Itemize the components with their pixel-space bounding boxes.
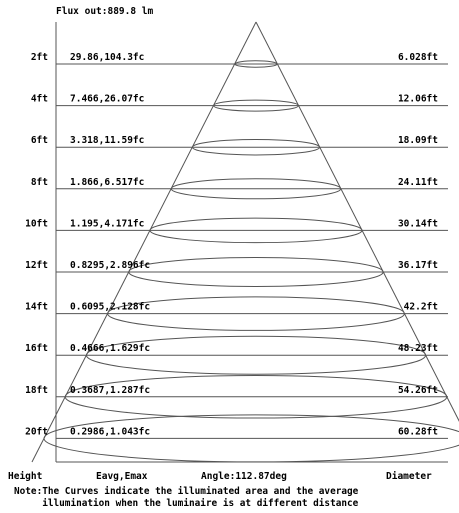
diameter-label: 18.09ft (398, 135, 438, 146)
height-label: 6ft (31, 135, 48, 146)
grid-lines (55, 22, 448, 463)
eavg-emax-header: Eavg,Emax (96, 471, 148, 482)
eavg-emax-label: 0.4666,1.629fc (70, 343, 150, 354)
cone-left-edge (31, 21, 257, 463)
height-header: Height (8, 471, 42, 482)
beam-ellipse (149, 217, 363, 244)
height-label: 12ft (25, 260, 48, 271)
beam-ellipse (64, 375, 448, 419)
height-label: 14ft (25, 302, 48, 313)
beam-ellipse (85, 335, 427, 375)
note-line-2: illumination when the luminaire is at di… (14, 498, 359, 509)
height-label: 18ft (25, 385, 48, 396)
beam-ellipse (191, 138, 321, 156)
eavg-emax-label: 1.866,6.517fc (70, 177, 144, 188)
height-label: 10ft (25, 218, 48, 229)
diameter-header: Diameter (386, 471, 432, 482)
beam-ellipse (234, 60, 278, 68)
note-text: Note:The Curves indicate the illuminated… (14, 486, 459, 510)
height-label: 20ft (25, 426, 48, 437)
height-label: 4ft (31, 94, 48, 105)
diameter-label: 48.23ft (398, 343, 438, 354)
angle-label: Angle:112.87deg (201, 471, 287, 482)
note-line-1: Note:The Curves indicate the illuminated… (14, 486, 359, 497)
eavg-emax-label: 1.195,4.171fc (70, 218, 144, 229)
eavg-emax-label: 0.3687,1.287fc (70, 385, 150, 396)
diameter-label: 60.28ft (398, 426, 438, 437)
eavg-emax-label: 3.318,11.59fc (70, 135, 144, 146)
diameter-label: 6.028ft (398, 52, 438, 63)
height-label: 8ft (31, 177, 48, 188)
flux-label: Flux out:889.8 lm (56, 6, 154, 17)
diameter-label: 30.14ft (398, 218, 438, 229)
beam-ellipse (170, 178, 342, 200)
beam-ellipse (128, 257, 384, 287)
diameter-label: 54.26ft (398, 385, 438, 396)
light-cone (31, 21, 459, 463)
cone-right-edge (255, 21, 459, 422)
diameter-label: 24.11ft (398, 177, 438, 188)
row-labels: 2ft 29.86,104.3fc 6.028ft 4ft 7.466,26.07fc 1… (25, 52, 438, 437)
diameter-label: 12.06ft (398, 94, 438, 105)
diameter-label: 42.2ft (404, 302, 438, 313)
height-label: 2ft (31, 52, 48, 63)
eavg-emax-label: 0.2986,1.043fc (70, 426, 150, 437)
diameter-label: 36.17ft (398, 260, 438, 271)
beam-ellipse (107, 296, 405, 331)
height-label: 16ft (25, 343, 48, 354)
eavg-emax-label: 0.8295,2.896fc (70, 260, 150, 271)
eavg-emax-label: 29.86,104.3fc (70, 52, 144, 63)
beam-ellipse (43, 414, 459, 463)
eavg-emax-label: 0.6095,2.128fc (70, 302, 150, 313)
beam-ellipse (213, 99, 299, 112)
eavg-emax-label: 7.466,26.07fc (70, 94, 144, 105)
